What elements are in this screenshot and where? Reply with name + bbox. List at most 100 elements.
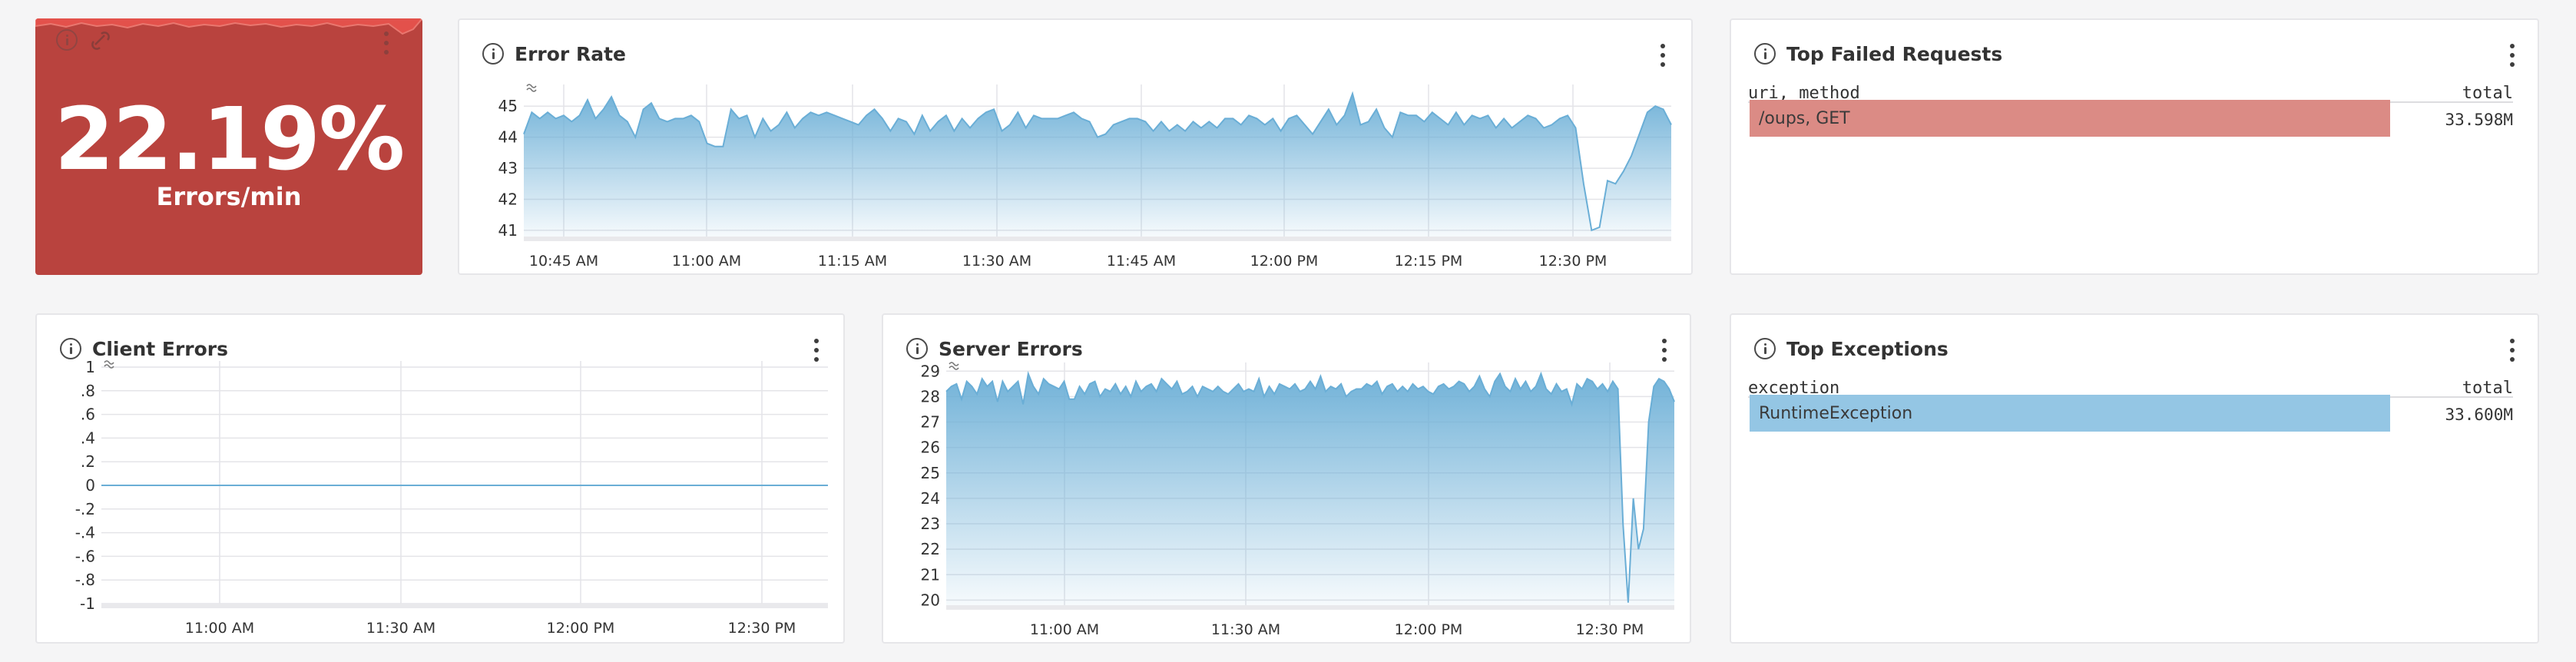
x-tick-label: 11:30 AM (1211, 621, 1280, 638)
y-tick-label: 24 (921, 489, 940, 508)
panel-header: Server Errors (906, 336, 1083, 361)
panel-header: Top Exceptions (1754, 336, 1949, 361)
y-tick-label: 1 (85, 358, 95, 376)
column-header-exception: exception (1748, 379, 1840, 398)
info-icon[interactable] (1754, 338, 1776, 359)
y-tick-label: 44 (498, 128, 518, 147)
y-tick-label: 43 (498, 159, 518, 177)
y-tick-label: .8 (81, 382, 95, 400)
x-tick-label: 11:00 AM (185, 620, 254, 637)
panel-menu-icon[interactable] (1659, 336, 1670, 364)
break-icon (949, 362, 959, 370)
y-tick-label: -.6 (75, 547, 95, 565)
info-icon[interactable] (56, 29, 78, 51)
table-header: uri, method total (1748, 72, 2513, 103)
row-total: 33.598M (2445, 111, 2513, 129)
table-row[interactable]: /oups, GET 33.598M (1750, 100, 2513, 137)
x-tick-label: 11:00 AM (1030, 621, 1099, 638)
server-errors-chart[interactable]: 29 28 27 26 25 24 23 22 21 20 11:00 AM 11:30 AM 12:0… (883, 315, 1693, 645)
x-tick-label: 12:30 PM (1539, 253, 1608, 270)
error-rate-chart[interactable]: 45 44 43 42 41 10:45 AM 11:00 AM 11:15 AM 11:30 … (459, 20, 1694, 276)
info-icon[interactable] (482, 43, 504, 65)
link-icon[interactable] (91, 31, 111, 51)
series-line (945, 370, 1675, 603)
row-label: /oups, GET (1759, 109, 1850, 128)
stat-value: 22.19% (54, 90, 405, 190)
client-errors-chart[interactable]: 1 .8 .6 .4 .2 0 -.2 -.4 -.6 -.8 -1 11:00 AM 11:30 AM… (37, 315, 846, 645)
x-tick-label: 11:15 AM (818, 253, 887, 270)
column-header-total: total (2462, 84, 2513, 103)
x-axis (524, 237, 1671, 241)
y-tick-label: 20 (921, 591, 940, 609)
y-tick-label: 42 (498, 190, 518, 208)
series-line (523, 91, 1672, 232)
error-stat-panel: 22.19% Errors/min (35, 18, 422, 275)
y-tick-label: 26 (921, 439, 940, 457)
top-failed-requests-panel: Top Failed Requests uri, method total /o… (1730, 18, 2539, 275)
series-area (946, 373, 1674, 605)
y-tick-label: 25 (921, 464, 940, 482)
info-icon[interactable] (1754, 43, 1776, 65)
x-tick-label: 12:30 PM (1576, 621, 1644, 638)
panel-menu-icon[interactable] (2507, 41, 2518, 69)
row-label: RuntimeException (1759, 404, 1913, 423)
y-tick-label: 23 (921, 515, 940, 533)
x-tick-label: 11:00 AM (672, 253, 741, 270)
panel-title: Top Exceptions (1786, 337, 1949, 360)
series-area (524, 94, 1671, 237)
y-tick-label: 28 (921, 387, 940, 405)
x-tick-label: 11:45 AM (1107, 253, 1176, 270)
panel-title: Client Errors (92, 337, 229, 360)
panel-title: Top Failed Requests (1786, 42, 2003, 65)
y-tick-label: 45 (498, 97, 518, 115)
y-tick-label: -.4 (75, 524, 95, 542)
stat-label: Errors/min (156, 182, 302, 211)
y-tick-label: 21 (921, 565, 940, 584)
panel-menu-icon[interactable] (2507, 336, 2518, 364)
table-row[interactable]: RuntimeException 33.600M (1750, 395, 2513, 432)
y-tick-label: .4 (81, 429, 95, 447)
stat-background (35, 18, 422, 275)
x-tick-label: 12:00 PM (1250, 253, 1319, 270)
x-tick-label: 12:00 PM (1395, 621, 1463, 638)
y-tick-label: 22 (921, 540, 940, 558)
x-axis (101, 604, 828, 608)
panel-header: Client Errors (60, 336, 228, 361)
x-tick-label: 12:00 PM (547, 620, 615, 637)
y-tick-label: -1 (80, 594, 95, 613)
y-tick-label: 0 (85, 476, 95, 495)
table-header: exception total (1748, 367, 2513, 398)
info-icon[interactable] (60, 338, 81, 359)
server-errors-panel: Server Errors 29 28 27 26 25 24 23 22 21 20 11:00 … (882, 313, 1691, 644)
y-tick-label: 41 (498, 221, 518, 240)
panel-menu-icon[interactable] (811, 336, 822, 364)
row-total: 33.600M (2445, 405, 2513, 424)
x-tick-label: 11:30 AM (366, 620, 435, 637)
x-axis (946, 605, 1674, 610)
x-tick-label: 10:45 AM (529, 253, 598, 270)
y-tick-label: .2 (81, 452, 95, 471)
panel-header: Top Failed Requests (1754, 41, 2002, 66)
x-tick-label: 12:30 PM (728, 620, 796, 637)
y-tick-label: -.2 (75, 500, 95, 518)
error-rate-panel: Error Rate 45 44 43 42 41 10:45 AM 11:00 AM 11:… (458, 18, 1693, 275)
panel-title: Error Rate (515, 42, 626, 65)
x-tick-label: 11:30 AM (962, 253, 1031, 270)
column-header-uri-method: uri, method (1748, 84, 1860, 103)
panel-header: Error Rate (482, 41, 626, 66)
stat-menu-icon[interactable] (381, 29, 392, 57)
info-icon[interactable] (906, 338, 928, 359)
row-bar: RuntimeException (1750, 395, 2390, 432)
row-bar: /oups, GET (1750, 100, 2390, 137)
break-icon (526, 84, 537, 92)
top-exceptions-panel: Top Exceptions exception total RuntimeEx… (1730, 313, 2539, 644)
break-icon (104, 360, 114, 369)
panel-title: Server Errors (939, 337, 1083, 360)
column-header-total: total (2462, 379, 2513, 398)
y-tick-label: -.8 (75, 571, 95, 589)
y-tick-label: 27 (921, 413, 940, 432)
y-tick-label: 29 (921, 362, 940, 380)
client-errors-panel: Client Errors 1 .8 .6 .4 .2 0 -.2 -.4 -.6 -.8 -1 11… (35, 313, 845, 644)
x-tick-label: 12:15 PM (1395, 253, 1463, 270)
panel-menu-icon[interactable] (1657, 41, 1668, 69)
